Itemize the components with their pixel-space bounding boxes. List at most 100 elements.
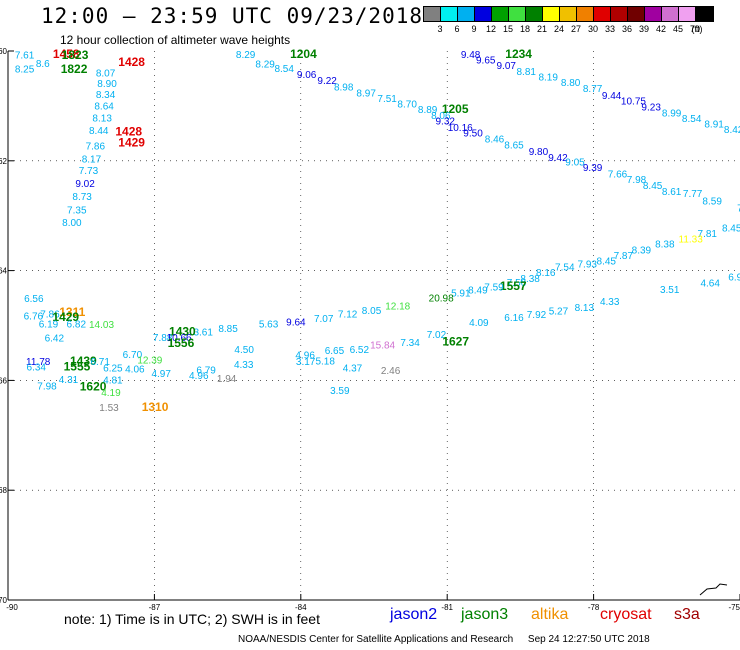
lon-tick-label: -81 (441, 603, 453, 612)
legend-swatch (543, 7, 560, 21)
wave-height-label: 8.13 (92, 113, 112, 124)
legend-swatch (662, 7, 679, 21)
legend-swatch (679, 7, 696, 21)
legend-color-bar (423, 6, 714, 22)
wave-height-label: 14.03 (89, 320, 114, 331)
time-label: 1822 (61, 62, 88, 76)
lat-tick-label: 66 (0, 376, 8, 385)
wave-height-label: 8.05 (362, 306, 382, 317)
wave-height-label: 3.51 (660, 285, 680, 296)
wave-height-label: 6.42 (45, 333, 65, 344)
wave-height-label: 3.17 (296, 357, 316, 368)
wave-height-label: 8.65 (504, 141, 524, 152)
wave-height-label: 7.35 (67, 206, 87, 217)
wave-height-label: 8.38 (520, 274, 540, 285)
wave-height-label: 9.64 (286, 318, 306, 329)
wave-height-label: 3.61 (193, 327, 213, 338)
legend-swatch (628, 7, 645, 21)
wave-height-label: 10.75 (621, 96, 646, 107)
legend-tick-label: 39 (638, 24, 650, 34)
legend-swatch (696, 7, 713, 21)
wave-height-label: 8.07 (96, 68, 116, 79)
lon-tick-label: -75 (728, 603, 740, 612)
wave-height-label: 1.94 (217, 374, 237, 385)
wave-height-label: 9.50 (463, 129, 483, 140)
time-label: 1429 (52, 310, 79, 324)
wave-height-label: 7.12 (338, 309, 358, 320)
map-subtitle: 12 hour collection of altimeter wave hei… (60, 33, 291, 47)
legend-tick-label: 30 (587, 24, 599, 34)
wave-height-label: 9.02 (75, 179, 95, 190)
wave-height-label: 8.54 (274, 64, 294, 75)
wave-height-label: 4.09 (469, 318, 489, 329)
map-frame: 60 62 64 66 68 70-90 -87 -84 -81 -78 -75 (0, 47, 740, 612)
wave-height-label: 8.98 (334, 83, 354, 94)
credit-line: NOAA/NESDIS Center for Satellite Applica… (238, 634, 650, 645)
wave-height-label: 1.53 (99, 403, 119, 414)
wave-height-label: 4.81 (103, 376, 123, 387)
wave-height-label: 7.81 (698, 229, 718, 240)
wave-height-label: 12.39 (137, 355, 162, 366)
wave-height-label: 9.44 (602, 91, 622, 102)
wave-height-label: 7.66 (608, 169, 628, 180)
wave-height-label: 9.39 (583, 163, 603, 174)
time-label: 1311 (59, 305, 85, 319)
legend-tick-label: 6 (454, 24, 460, 34)
wave-height-label: 2.46 (381, 366, 401, 377)
wave-height-label: 8.45 (643, 181, 663, 192)
wave-height-label: 10.16 (448, 123, 473, 134)
lat-tick-label: 70 (0, 596, 8, 605)
legend-swatch (441, 7, 458, 21)
wave-height-label: 9.48 (461, 50, 481, 61)
wave-height-label: 8.85 (218, 324, 238, 335)
legend-swatch (424, 7, 441, 21)
lat-tick-label: 60 (0, 47, 8, 56)
wave-height-label: 12.18 (385, 302, 410, 313)
lon-tick-label: -78 (588, 603, 600, 612)
time-label: 1556 (168, 336, 195, 350)
legend-swatch (577, 7, 594, 21)
wave-height-label: 7.92 (527, 310, 547, 321)
wave-height-label: 6.82 (67, 320, 87, 331)
wave-height-label: 5.63 (259, 320, 279, 331)
wave-height-label: 8.91 (704, 119, 724, 130)
legend-swatch (509, 7, 526, 21)
wave-height-label: 4.50 (234, 345, 254, 356)
legend-tick-label: 36 (621, 24, 633, 34)
wave-height-label: 5.18 (315, 356, 335, 367)
wave-height-label: 9.05 (565, 158, 585, 169)
wave-height-label: 9.65 (476, 56, 496, 67)
wave-height-label: 8.81 (516, 67, 536, 78)
legend-tick-label: 27 (570, 24, 582, 34)
wave-height-label: 8.49 (468, 286, 488, 297)
wave-height-label: 8.90 (97, 79, 117, 90)
wave-height-label: 8.97 (356, 89, 376, 100)
wave-height-label: 8.61 (662, 187, 682, 198)
wave-height-label: 9.07 (496, 61, 516, 72)
wave-height-label: 6.16 (504, 313, 524, 324)
legend-tick-label: 24 (553, 24, 565, 34)
wave-height-label: 6.19 (39, 320, 59, 331)
legend-swatch (492, 7, 509, 21)
legend-swatch (458, 7, 475, 21)
wave-height-label: 6.71 (90, 357, 110, 368)
legend-swatch (560, 7, 577, 21)
lat-tick-label: 64 (0, 267, 8, 276)
time-label: 1458 (53, 47, 80, 61)
legend-swatch (475, 7, 492, 21)
wave-height-label: 6.70 (123, 350, 143, 361)
legend-tick-label: 21 (536, 24, 548, 34)
wave-height-label: 8.00 (62, 218, 82, 229)
wave-height-label: 4.96 (189, 371, 209, 382)
wave-height-label: 8.17 (82, 154, 102, 165)
legend-tick-label: 42 (655, 24, 667, 34)
wave-height-label: 7.98 (627, 175, 647, 186)
legend-tick-label: 9 (471, 24, 477, 34)
legend-swatch (645, 7, 662, 21)
wave-height-label: 7.98 (37, 382, 57, 393)
wave-height-label: 7.56 (507, 278, 527, 289)
wave-height-label: 7.02 (427, 330, 447, 341)
footnote: note: 1) Time is in UTC; 2) SWH is in fe… (64, 611, 320, 627)
wave-height-label: 9.06 (297, 70, 317, 81)
wave-height-label: 9.80 (529, 147, 549, 158)
